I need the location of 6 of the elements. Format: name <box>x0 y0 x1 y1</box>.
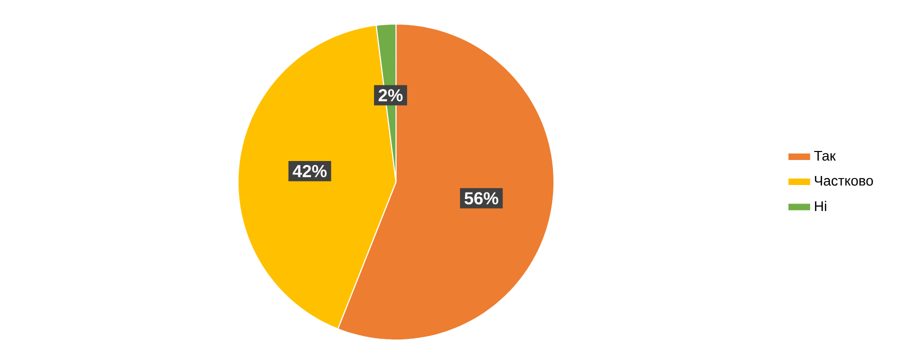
data-label: 56% <box>464 192 498 204</box>
legend-label: Частково <box>814 176 873 186</box>
data-label: 2% <box>378 89 403 102</box>
data-label: 42% <box>292 164 327 178</box>
legend-label: Ні <box>815 200 826 212</box>
legend-label: Так <box>814 150 836 161</box>
